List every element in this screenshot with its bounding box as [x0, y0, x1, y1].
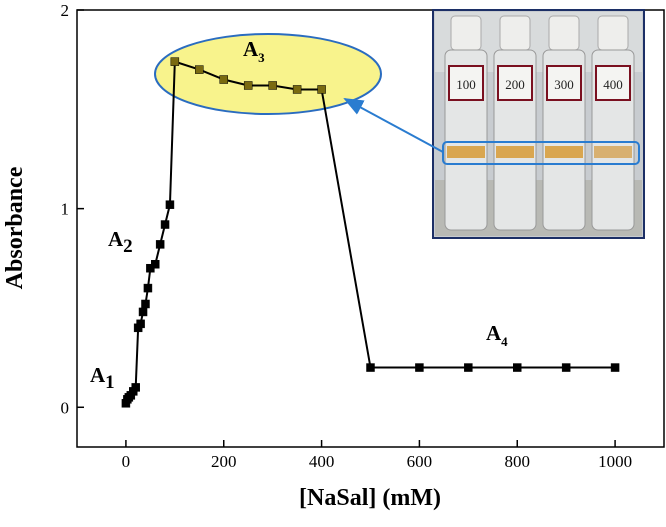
- data-marker: [561, 363, 571, 372]
- inset-photo: 100 200 300 400: [432, 9, 645, 239]
- bottle-label: [497, 65, 533, 101]
- arrow: [343, 98, 444, 153]
- y-tick-label: 1: [61, 200, 70, 219]
- bottle-liquid: [594, 146, 632, 158]
- data-marker: [138, 307, 148, 317]
- plot: 0 200 400 600 800 1000 0 1 2: [61, 1, 665, 471]
- data-marker: [131, 383, 140, 392]
- data-marker: [268, 81, 277, 90]
- data-marker: [195, 65, 204, 74]
- data-marker: [136, 319, 145, 329]
- data-marker: [317, 85, 326, 94]
- x-axis-label: [NaSal] (mM): [299, 485, 441, 511]
- annotation: A4: [486, 321, 508, 349]
- data-marker: [219, 75, 228, 84]
- annotation-sub: 4: [501, 334, 508, 349]
- inset-highlight: [442, 141, 640, 165]
- x-tick-label: 0: [122, 452, 131, 471]
- data-marker: [143, 283, 153, 293]
- data-marker: [141, 299, 150, 309]
- data-marker: [243, 81, 253, 90]
- bottle-liquid: [545, 146, 583, 158]
- annotation: A2: [108, 227, 133, 257]
- data-marker: [610, 363, 620, 372]
- bottle-liquid: [496, 146, 534, 158]
- bottle-text: 300: [554, 77, 574, 92]
- data-marker: [292, 85, 302, 94]
- annotation-sub: 1: [105, 372, 115, 393]
- highlight-ellipse: [154, 33, 382, 115]
- bottle-text: 200: [505, 77, 525, 92]
- data-marker: [160, 220, 170, 229]
- x-tick-label: 1000: [598, 452, 632, 471]
- y-tick-label: 0: [61, 398, 70, 417]
- data-marker: [155, 240, 165, 249]
- y-tick-label: 2: [61, 1, 70, 20]
- annotation-text: A: [108, 227, 124, 251]
- bottle-label: [448, 65, 484, 101]
- x-tick-label: 800: [505, 452, 531, 471]
- annotation: A1: [90, 363, 115, 393]
- data-marker: [513, 363, 522, 372]
- axes-frame: [76, 9, 665, 448]
- bottle-label: [595, 65, 631, 101]
- x-tick-label: 600: [407, 452, 433, 471]
- y-axis-label: Absorbance: [2, 166, 28, 289]
- annotation-text: A: [486, 321, 502, 345]
- bottle-cap: [548, 15, 580, 51]
- x-tick-label: 400: [309, 452, 335, 471]
- bottle-text: 100: [456, 77, 476, 92]
- annotation-sub: 2: [123, 236, 133, 257]
- bottle-cap: [597, 15, 629, 51]
- x-tick-label: 200: [211, 452, 237, 471]
- bottles: 100 200 300 400: [444, 15, 635, 231]
- annotation-text: A: [90, 363, 106, 387]
- bottle-cap: [499, 15, 531, 51]
- data-marker: [415, 363, 424, 372]
- annotation: A3: [243, 37, 265, 65]
- data-marker: [170, 57, 180, 66]
- data-marker: [464, 363, 473, 372]
- data-marker: [151, 260, 160, 269]
- bottle-text: 400: [603, 77, 623, 92]
- bottle-label: [546, 65, 582, 101]
- data-marker: [366, 363, 375, 372]
- data-marker: [165, 200, 175, 209]
- bottle-cap: [450, 15, 482, 51]
- annotation-text: A: [243, 37, 259, 61]
- annotation-sub: 3: [258, 50, 265, 65]
- bottle-liquid: [447, 146, 485, 158]
